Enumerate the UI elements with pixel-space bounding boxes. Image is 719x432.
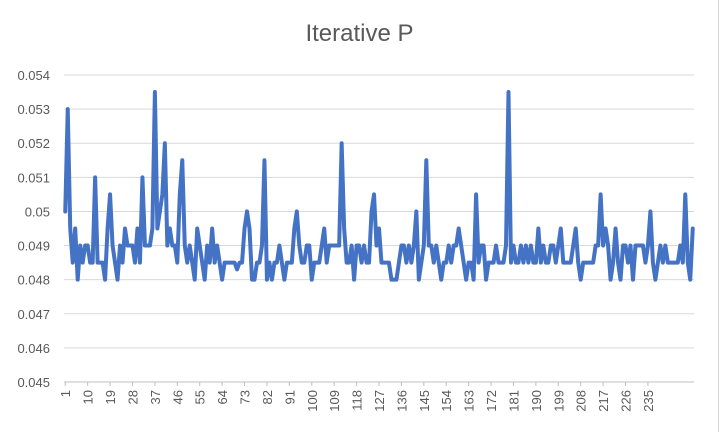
x-tick-label: 73 bbox=[238, 390, 253, 404]
x-tick-label: 10 bbox=[81, 390, 96, 404]
x-tick-label: 28 bbox=[125, 390, 140, 404]
x-tick-label: 109 bbox=[327, 390, 342, 412]
x-tick-label: 145 bbox=[417, 390, 432, 412]
x-tick-label: 172 bbox=[484, 390, 499, 412]
y-tick-label: 0.046 bbox=[17, 341, 50, 356]
x-tick-label: 136 bbox=[394, 390, 409, 412]
series-line bbox=[63, 90, 695, 282]
x-tick-label: 163 bbox=[462, 390, 477, 412]
x-tick-label: 217 bbox=[596, 390, 611, 412]
x-tick-label: 46 bbox=[170, 390, 185, 404]
y-tick-label: 0.049 bbox=[17, 239, 50, 254]
x-tick-label: 190 bbox=[529, 390, 544, 412]
x-tick-label: 181 bbox=[506, 390, 521, 412]
y-tick-label: 0.047 bbox=[17, 307, 50, 322]
series-group bbox=[63, 90, 695, 282]
x-tick-label: 91 bbox=[282, 390, 297, 404]
x-tick-label: 118 bbox=[350, 390, 365, 411]
x-tick-label: 199 bbox=[551, 390, 566, 412]
y-axis: 0.054 0.053 0.052 0.051 0.05 0.049 0.048 0.047 0… bbox=[17, 68, 50, 390]
y-tick-label: 0.051 bbox=[17, 170, 50, 185]
y-tick-label: 0.052 bbox=[17, 136, 50, 151]
x-tick-label: 100 bbox=[305, 390, 320, 412]
x-axis: 1 10 19 28 37 46 55 64 73 82 91 100 109 118 127 136 145 1… bbox=[58, 382, 656, 412]
y-tick-label: 0.053 bbox=[17, 102, 50, 117]
x-tick-label: 226 bbox=[619, 390, 634, 412]
x-tick-label: 1 bbox=[58, 390, 73, 397]
y-tick-label: 0.048 bbox=[17, 273, 50, 288]
x-tick-label: 82 bbox=[260, 390, 275, 404]
y-tick-label: 0.054 bbox=[17, 68, 50, 83]
chart-title: Iterative P bbox=[305, 20, 414, 47]
x-tick-label: 154 bbox=[439, 390, 454, 412]
x-tick-label: 235 bbox=[641, 390, 656, 412]
x-tick-label: 208 bbox=[574, 390, 589, 412]
x-tick-label: 37 bbox=[148, 390, 163, 404]
x-tick-label: 19 bbox=[103, 390, 118, 404]
y-tick-label: 0.045 bbox=[17, 375, 50, 390]
y-tick-label: 0.05 bbox=[25, 204, 50, 219]
x-tick-label: 127 bbox=[372, 390, 387, 412]
x-tick-label: 55 bbox=[193, 390, 208, 404]
x-tick-label: 64 bbox=[215, 390, 230, 404]
